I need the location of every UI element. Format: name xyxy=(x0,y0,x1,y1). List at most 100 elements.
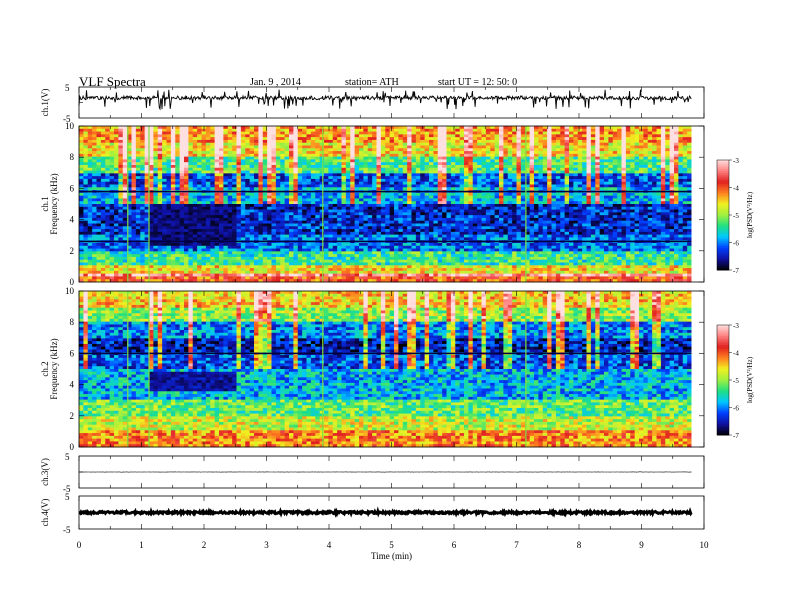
spectrogram-panel-1-cell xyxy=(455,198,461,202)
spectrogram-panel-1-cell xyxy=(157,126,163,130)
spectrogram-panel-1-cell xyxy=(411,145,417,149)
spectrogram-panel-1-cell xyxy=(83,173,89,177)
spectrogram-panel-1-cell xyxy=(682,145,688,149)
spectrogram-panel-1-cell xyxy=(332,173,338,177)
spectrogram-panel-1-cell xyxy=(665,153,671,158)
spectrogram-panel-1-cell xyxy=(455,206,461,210)
spectrogram-panel-1-cell xyxy=(192,142,198,146)
spectrogram-panel-1-cell xyxy=(665,156,671,160)
spectrogram-panel-1-cell xyxy=(582,165,587,169)
spectrogram-panel-1-cell xyxy=(564,151,570,155)
spectrogram-panel-1-cell xyxy=(367,192,373,197)
spectrogram-panel-1-cell xyxy=(394,139,399,144)
spectrogram-panel-1-cell xyxy=(131,220,137,224)
spectrogram-panel-1-cell xyxy=(96,173,102,177)
spectrogram-panel-1-cell xyxy=(582,126,587,130)
spectrogram-panel-1-cell xyxy=(354,178,360,183)
spectrogram-panel-1-cell xyxy=(660,162,666,166)
spectrogram-panel-1-cell xyxy=(140,167,146,171)
spectrogram-panel-1-cell xyxy=(345,128,351,132)
spectrogram-panel-1-cell xyxy=(525,206,531,210)
spectrogram-panel-1-cell xyxy=(127,148,132,152)
spectrogram-panel-1-cell xyxy=(122,184,128,188)
spectrogram-panel-1-cell xyxy=(429,176,434,180)
spectrogram-panel-1-cell xyxy=(621,145,627,149)
spectrogram-panel-1-cell xyxy=(586,173,592,177)
spectrogram-panel-1-cell xyxy=(96,170,102,174)
spectrogram-panel-1-cell xyxy=(534,215,539,219)
spectrogram-panel-1-cell xyxy=(407,145,412,149)
spectrogram-panel-1-cell xyxy=(608,128,614,132)
spectrogram-panel-1-cell xyxy=(188,184,194,188)
spectrogram-panel-1-cell xyxy=(175,220,181,224)
spectrogram-panel-1-cell xyxy=(324,156,329,160)
spectrogram-panel-1-cell xyxy=(201,134,207,138)
spectrogram-panel-1-cell xyxy=(415,142,421,146)
spectrogram-panel-1-cell xyxy=(319,184,325,188)
spectrogram-panel-1-cell xyxy=(284,220,290,224)
spectrogram-panel-1-cell xyxy=(569,134,574,138)
spectrogram-panel-1-cell xyxy=(464,159,469,163)
spectrogram-panel-1-cell xyxy=(625,153,631,158)
spectrogram-panel-1-cell xyxy=(122,151,128,155)
spectrogram-panel-1-cell xyxy=(127,142,132,146)
spectrogram-panel-1-cell xyxy=(166,131,172,135)
spectrogram-panel-1-cell xyxy=(227,170,233,174)
spectrogram-panel-1-cell xyxy=(157,204,163,208)
spectrogram-panel-1-cell xyxy=(210,153,216,158)
spectrogram-panel-1-cell xyxy=(398,201,404,205)
spectrogram-panel-1-cell xyxy=(485,145,491,149)
spectrogram-panel-1-cell xyxy=(258,170,264,174)
spectrogram-panel-1-cell xyxy=(612,204,618,208)
spectrogram-panel-1-cell xyxy=(564,173,570,177)
spectrogram-panel-1-cell xyxy=(617,176,622,180)
spectrogram-panel-1-cell xyxy=(275,134,281,138)
spectrogram-panel-1-cell xyxy=(271,212,277,216)
spectrogram-panel-1-cell xyxy=(652,131,657,135)
spectrogram-panel-1-cell xyxy=(660,181,666,185)
spectrogram-panel-1-cell xyxy=(485,181,491,185)
spectrogram-panel-1-cell xyxy=(153,148,159,152)
spectrogram-panel-1-cell xyxy=(87,137,93,141)
spectrogram-panel-1-cell xyxy=(79,131,84,135)
spectrogram-panel-1-cell xyxy=(236,173,242,177)
spectrogram-panel-1-cell xyxy=(363,212,369,216)
spectrogram-panel-1-cell xyxy=(402,139,408,144)
spectrogram-panel-1-cell xyxy=(289,201,294,205)
spectrogram-panel-1-cell xyxy=(188,176,194,180)
spectrogram-panel-1-cell xyxy=(678,126,684,130)
spectrogram-panel-1-cell xyxy=(223,142,229,146)
spectrogram-panel-1-cell xyxy=(223,195,229,199)
spectrogram-panel-1-cell xyxy=(345,195,351,199)
spectrogram-panel-1-cell xyxy=(634,181,640,185)
spectrogram-panel-1-cell xyxy=(201,167,207,171)
spectrogram-panel-1-cell xyxy=(394,137,399,141)
spectrogram-panel-1-cell xyxy=(429,142,434,146)
spectrogram-panel-1-cell xyxy=(380,156,386,160)
spectrogram-panel-1-cell xyxy=(494,195,500,199)
spectrogram-panel-1-cell xyxy=(367,215,373,219)
spectrogram-panel-1-cell xyxy=(306,170,312,174)
spectrogram-panel-1-cell xyxy=(647,220,653,224)
spectrogram-panel-1-cell xyxy=(227,153,233,158)
spectrogram-panel-1-cell xyxy=(647,212,653,216)
spectrogram-panel-1-cell xyxy=(118,145,124,149)
spectrogram-panel-1-cell xyxy=(236,139,242,144)
spectrogram-panel-1-cell xyxy=(324,134,329,138)
spectrogram-panel-1-cell xyxy=(114,217,119,222)
spectrogram-panel-1-cell xyxy=(79,184,84,188)
spectrogram-panel-1-cell xyxy=(280,153,286,158)
spectrogram-panel-1-cell xyxy=(254,204,259,208)
spectrogram-panel-1-cell xyxy=(547,159,552,163)
spectrogram-panel-1-cell xyxy=(262,220,268,224)
spectrogram-panel-1-cell xyxy=(468,126,474,130)
spectrogram-panel-1-cell xyxy=(669,204,675,208)
spectrogram-panel-1-cell xyxy=(122,148,128,152)
spectrogram-panel-1-cell xyxy=(109,178,115,183)
spectrogram-panel-1-cell xyxy=(262,148,268,152)
spectrogram-panel-1-cell xyxy=(192,128,198,132)
spectrogram-panel-1-cell xyxy=(398,167,404,171)
spectrogram-panel-1-cell xyxy=(105,139,111,144)
spectrogram-panel-1-cell xyxy=(652,165,657,169)
spectrogram-panel-1-cell xyxy=(560,204,566,208)
